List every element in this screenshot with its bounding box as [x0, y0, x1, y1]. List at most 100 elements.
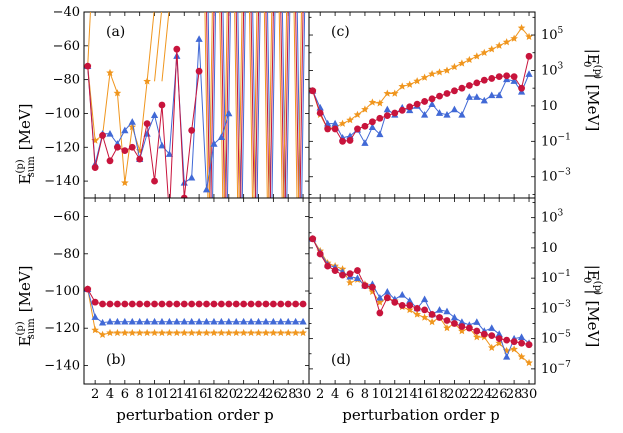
x-tick-label: 18 — [431, 387, 448, 402]
point-blue — [173, 317, 181, 325]
point-red — [240, 300, 248, 308]
point-orange — [465, 55, 474, 64]
point-orange — [420, 313, 429, 321]
point-blue — [150, 111, 159, 118]
point-red — [151, 177, 158, 185]
point-blue — [91, 313, 99, 320]
x-tick-label: 10 — [146, 387, 163, 402]
divergent-line — [283, 12, 288, 198]
point-red — [188, 126, 196, 134]
point-red — [324, 125, 332, 133]
plot-area — [84, 285, 307, 338]
point-blue — [473, 93, 481, 100]
y-label-right-bottom: |E(p)0 | [MeV] — [581, 265, 603, 347]
point-blue — [188, 173, 196, 181]
point-red — [354, 267, 361, 274]
point-orange — [473, 52, 481, 60]
point-blue — [217, 317, 225, 325]
point-orange — [217, 328, 226, 337]
point-red — [361, 282, 369, 290]
point-red — [128, 143, 136, 151]
divergent-line — [267, 12, 271, 198]
divergent-line — [252, 12, 257, 198]
point-red — [503, 336, 511, 344]
point-blue — [450, 105, 459, 113]
point-blue — [180, 317, 188, 325]
y-tick-label: −80 — [53, 73, 80, 88]
divergent-line — [268, 12, 273, 198]
point-orange — [150, 328, 159, 337]
point-red — [158, 300, 166, 308]
point-red — [114, 300, 121, 308]
point-red — [269, 300, 277, 308]
point-orange — [143, 77, 151, 85]
y-tick-label: −40 — [53, 5, 80, 20]
point-blue — [292, 317, 300, 325]
point-blue — [121, 126, 129, 134]
point-red — [180, 300, 188, 308]
point-blue — [443, 110, 451, 118]
point-red — [495, 73, 503, 81]
point-orange — [106, 328, 114, 337]
divergent-line — [269, 12, 274, 198]
point-orange — [383, 89, 392, 97]
divergent-line — [204, 12, 209, 198]
point-red — [518, 84, 525, 92]
point-orange — [510, 345, 518, 353]
divergent-line — [293, 12, 298, 198]
x-tick-label: 2 — [91, 387, 99, 402]
point-orange — [225, 328, 233, 337]
divergent-line — [263, 12, 268, 198]
point-red — [436, 92, 443, 100]
point-orange — [473, 333, 481, 341]
divergent-line — [237, 12, 242, 198]
x-tick-label: 18 — [206, 387, 223, 402]
point-blue — [406, 297, 414, 304]
point-orange — [210, 328, 218, 337]
point-orange — [113, 328, 122, 337]
y-tick-label: 10−7 — [541, 360, 571, 377]
point-orange — [180, 328, 189, 337]
point-blue — [188, 317, 196, 325]
point-red — [525, 52, 533, 60]
point-blue — [383, 287, 391, 295]
point-orange — [413, 77, 421, 85]
point-blue — [143, 317, 151, 325]
divergent-line — [207, 12, 212, 198]
point-red — [391, 298, 399, 306]
point-blue — [254, 317, 263, 325]
point-red — [195, 67, 203, 75]
point-blue — [128, 118, 136, 125]
x-tick-label: 12 — [161, 387, 178, 402]
y-tick-label: 10−3 — [541, 299, 571, 316]
point-blue — [262, 317, 270, 325]
point-orange — [487, 343, 496, 351]
point-blue — [225, 317, 233, 325]
point-red — [398, 106, 406, 114]
x-tick-label: 8 — [361, 387, 369, 402]
point-red — [346, 270, 354, 278]
point-blue — [195, 35, 203, 42]
point-blue — [165, 150, 174, 157]
divergent-line — [297, 12, 302, 198]
y-tick-label: −80 — [53, 247, 80, 262]
point-blue — [217, 133, 225, 140]
point-orange — [121, 328, 129, 337]
point-blue — [465, 93, 473, 100]
ylab-main: |E — [584, 265, 602, 281]
point-orange — [458, 327, 466, 335]
point-red — [443, 317, 451, 324]
point-red — [262, 300, 270, 308]
series-line-blue — [312, 73, 530, 145]
point-blue — [180, 178, 188, 186]
point-orange — [195, 328, 203, 337]
y-label-left-top: E(p)sum [MeV] — [15, 103, 37, 184]
point-blue — [458, 318, 466, 325]
point-red — [324, 262, 332, 270]
point-orange — [517, 352, 526, 361]
point-blue — [128, 317, 136, 325]
x-tick-label: 4 — [106, 387, 114, 402]
point-red — [217, 300, 225, 308]
point-red — [309, 87, 317, 95]
point-orange — [428, 318, 436, 326]
